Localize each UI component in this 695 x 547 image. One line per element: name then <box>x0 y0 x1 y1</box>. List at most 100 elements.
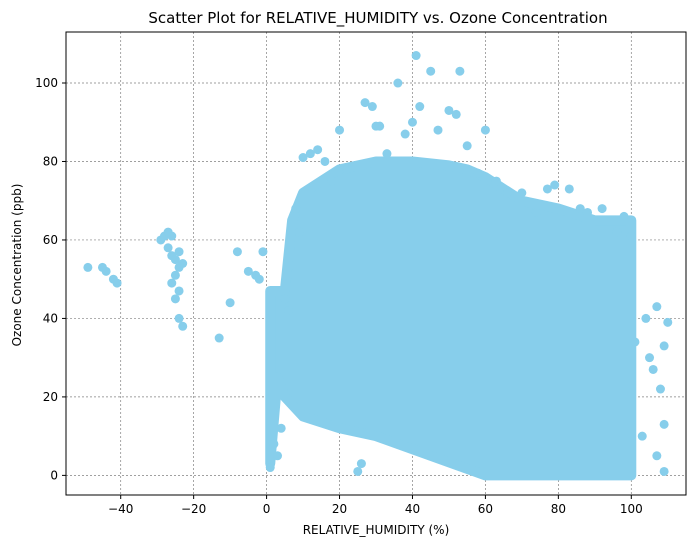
y-axis-ticks: 0 20 40 60 80 100 <box>35 76 66 482</box>
scatter-point <box>360 98 370 108</box>
scatter-point <box>305 149 315 159</box>
y-tick-label: 80 <box>43 154 58 168</box>
scatter-point <box>531 207 541 217</box>
scatter-point <box>637 431 647 441</box>
scatter-point <box>583 207 593 217</box>
scatter-point <box>400 129 410 139</box>
scatter-point <box>550 180 560 190</box>
y-tick-label: 60 <box>43 233 58 247</box>
scatter-point <box>444 105 454 115</box>
x-tick-label: 20 <box>332 502 347 516</box>
scatter-point <box>258 247 268 257</box>
scatter-point <box>375 121 385 131</box>
scatter-point <box>269 439 279 449</box>
x-axis-label: RELATIVE_HUMIDITY (%) <box>303 523 450 537</box>
scatter-point <box>214 333 224 343</box>
scatter-point <box>163 243 173 253</box>
scatter-point <box>659 341 669 351</box>
scatter-point <box>426 66 436 76</box>
scatter-point <box>313 145 323 155</box>
scatter-point <box>659 419 669 429</box>
scatter-point <box>641 313 651 323</box>
scatter-point <box>480 125 490 135</box>
scatter-point <box>273 451 283 461</box>
scatter-point <box>517 188 527 198</box>
x-tick-label: 40 <box>405 502 420 516</box>
scatter-point <box>83 262 93 272</box>
chart-title: Scatter Plot for RELATIVE_HUMIDITY vs. O… <box>148 9 607 28</box>
scatter-point <box>663 317 673 327</box>
scatter-point <box>327 176 337 186</box>
scatter-point <box>648 364 658 374</box>
scatter-point <box>254 274 264 284</box>
scatter-point <box>393 78 403 88</box>
x-tick-label: 100 <box>620 502 643 516</box>
scatter-point <box>283 306 293 316</box>
scatter-point <box>575 204 585 214</box>
scatter-point <box>178 321 188 331</box>
scatter-point <box>630 337 640 347</box>
scatter-point <box>367 102 377 112</box>
scatter-point <box>564 184 574 194</box>
scatter-points <box>83 51 673 476</box>
scatter-point <box>612 227 622 237</box>
scatter-point <box>407 117 417 127</box>
scatter-point <box>170 294 180 304</box>
scatter-point <box>170 270 180 280</box>
scatter-point <box>542 184 552 194</box>
scatter-point <box>645 353 655 363</box>
y-tick-label: 100 <box>35 76 58 90</box>
scatter-point <box>320 156 330 166</box>
scatter-point <box>451 109 461 119</box>
scatter-point <box>243 266 253 276</box>
scatter-point <box>265 463 275 473</box>
scatter-point <box>597 204 607 214</box>
scatter-point <box>276 423 286 433</box>
scatter-point <box>170 255 180 265</box>
scatter-point <box>294 227 304 237</box>
scatter-point <box>455 66 465 76</box>
scatter-point <box>167 231 177 241</box>
scatter-point <box>112 278 122 288</box>
dense-point-region <box>265 156 637 481</box>
x-tick-label: −20 <box>181 502 206 516</box>
dense-point-cloud <box>265 156 637 481</box>
scatter-point <box>659 466 669 476</box>
scatter-point <box>491 176 501 186</box>
scatter-point <box>232 247 242 257</box>
scatter-point <box>433 125 443 135</box>
scatter-point <box>174 313 184 323</box>
scatter-point <box>382 149 392 159</box>
scatter-point <box>626 231 636 241</box>
scatter-point <box>174 247 184 257</box>
scatter-point <box>353 466 363 476</box>
y-tick-label: 40 <box>43 311 58 325</box>
x-axis-ticks: −40 −20 0 20 40 60 80 100 <box>108 495 643 516</box>
scatter-point <box>473 168 483 178</box>
scatter-point <box>652 451 662 461</box>
scatter-point <box>411 51 421 61</box>
scatter-point <box>652 302 662 312</box>
scatter-point <box>502 188 512 198</box>
scatter-point <box>298 153 308 163</box>
scatter-point <box>225 298 235 308</box>
x-tick-label: 0 <box>263 502 271 516</box>
scatter-point <box>356 459 366 469</box>
x-tick-label: 80 <box>551 502 566 516</box>
scatter-point <box>462 141 472 151</box>
scatter-point <box>415 102 425 112</box>
y-axis-label: Ozone Concentration (ppb) <box>10 184 24 347</box>
scatter-point <box>335 125 345 135</box>
scatter-point <box>342 164 352 174</box>
plot-frame <box>65 31 687 496</box>
y-tick-label: 0 <box>50 468 58 482</box>
scatter-point <box>101 266 111 276</box>
scatter-point <box>655 384 665 394</box>
scatter-point <box>619 211 629 221</box>
scatter-point <box>291 204 301 214</box>
scatter-point <box>178 259 188 268</box>
x-tick-label: 60 <box>478 502 493 516</box>
scatter-point <box>174 286 184 296</box>
scatter-point <box>280 294 290 304</box>
